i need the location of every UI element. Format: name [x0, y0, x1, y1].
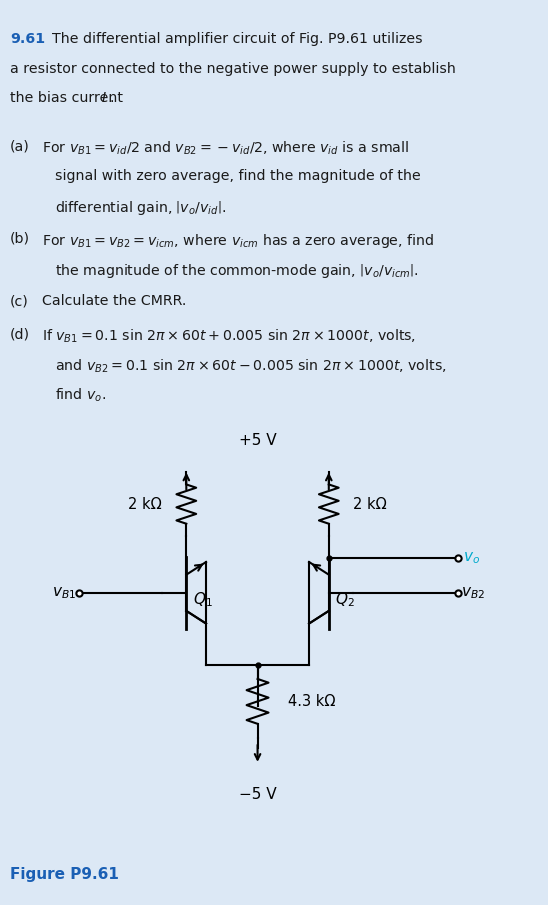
Text: a resistor connected to the negative power supply to establish: a resistor connected to the negative pow…	[10, 62, 456, 75]
Text: (d): (d)	[10, 328, 30, 341]
Text: (c): (c)	[10, 294, 28, 309]
Text: (b): (b)	[10, 232, 30, 246]
Text: $v_{B1}$: $v_{B1}$	[52, 585, 76, 601]
Text: 9.61: 9.61	[10, 32, 45, 45]
Text: and $v_{B2}=0.1$ sin $2\pi \times 60t - 0.005$ sin $2\pi \times 1000t$, volts,: and $v_{B2}=0.1$ sin $2\pi \times 60t - …	[55, 357, 446, 375]
Text: (a): (a)	[10, 139, 30, 153]
Text: .: .	[110, 91, 114, 105]
Text: $v_o$: $v_o$	[463, 550, 480, 567]
Text: −5 V: −5 V	[239, 787, 276, 803]
Text: the bias current: the bias current	[10, 91, 127, 105]
Text: For $v_{B1} = v_{id}/2$ and $v_{B2}=-v_{id}/2$, where $v_{id}$ is a small: For $v_{B1} = v_{id}/2$ and $v_{B2}=-v_{…	[42, 139, 409, 157]
Text: 2 kΩ: 2 kΩ	[353, 497, 387, 511]
Text: find $v_o$.: find $v_o$.	[55, 387, 106, 405]
Text: 4.3 kΩ: 4.3 kΩ	[288, 694, 335, 709]
Text: $Q_1$: $Q_1$	[193, 591, 213, 609]
Text: Calculate the CMRR.: Calculate the CMRR.	[42, 294, 186, 309]
Text: $Q_2$: $Q_2$	[335, 591, 355, 609]
Text: differential gain, $\left|v_o/v_{id}\right|$.: differential gain, $\left|v_o/v_{id}\rig…	[55, 199, 226, 217]
Text: The differential amplifier circuit of Fig. P9.61 utilizes: The differential amplifier circuit of Fi…	[52, 32, 423, 45]
Text: $I$: $I$	[101, 91, 107, 105]
Text: For $v_{B1} = v_{B2} = v_{icm}$, where $v_{icm}$ has a zero average, find: For $v_{B1} = v_{B2} = v_{icm}$, where $…	[42, 232, 434, 250]
Text: $v_{B2}$: $v_{B2}$	[461, 585, 486, 601]
Text: signal with zero average, find the magnitude of the: signal with zero average, find the magni…	[55, 169, 420, 183]
Text: 2 kΩ: 2 kΩ	[128, 497, 162, 511]
Text: Figure P9.61: Figure P9.61	[10, 867, 119, 882]
Text: +5 V: +5 V	[239, 433, 276, 448]
Text: the magnitude of the common-mode gain, $\left|v_o/v_{icm}\right|$.: the magnitude of the common-mode gain, $…	[55, 262, 419, 280]
Text: If $v_{B1}=0.1$ sin $2\pi \times 60t + 0.005$ sin $2\pi \times 1000t$, volts,: If $v_{B1}=0.1$ sin $2\pi \times 60t + 0…	[42, 328, 416, 345]
